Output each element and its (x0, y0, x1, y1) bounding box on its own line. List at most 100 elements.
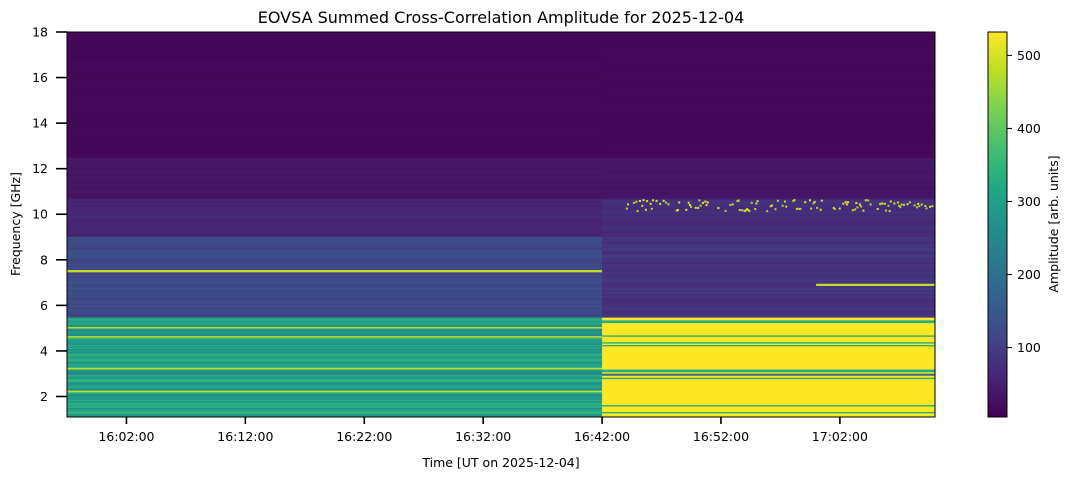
heatmap-row (67, 313, 603, 315)
heatmap-row (602, 356, 935, 359)
heatmap-row (67, 132, 603, 135)
heatmap-row (67, 302, 603, 304)
burst-point (862, 209, 865, 212)
heatmap-row (67, 221, 603, 224)
heatmap-row (67, 67, 603, 69)
rfi-line (67, 270, 603, 273)
heatmap-row (602, 186, 935, 188)
heatmap-row (67, 370, 603, 373)
heatmap-row (602, 43, 935, 46)
y-tick-label: 2 (40, 389, 48, 404)
burst-point (845, 203, 848, 206)
heatmap-row (67, 150, 603, 153)
heatmap-row (67, 32, 603, 35)
burst-point (785, 205, 788, 208)
heatmap-row (602, 395, 935, 397)
heatmap-row (602, 160, 935, 162)
burst-point (701, 201, 704, 204)
burst-point (925, 207, 928, 210)
burst-point (665, 201, 668, 204)
heatmap-row (602, 184, 935, 187)
rfi-line (602, 373, 935, 376)
heatmap-row (602, 410, 935, 412)
burst-point (860, 205, 863, 208)
burst-point (881, 202, 884, 205)
heatmap-row (67, 41, 603, 43)
heatmap-row (602, 236, 935, 239)
heatmap-row (602, 332, 935, 335)
heatmap-row (67, 373, 603, 376)
heatmap-row (602, 170, 935, 173)
burst-point (738, 208, 741, 211)
heatmap-row (602, 101, 935, 104)
heatmap-row (602, 161, 935, 164)
heatmap-row (602, 139, 935, 142)
heatmap-row (602, 274, 935, 277)
heatmap-row (602, 216, 935, 218)
heatmap-row (602, 292, 935, 295)
heatmap-row (67, 348, 603, 351)
heatmap-row (602, 95, 935, 98)
burst-point (685, 208, 688, 211)
heatmap-row (602, 190, 935, 192)
burst-point (644, 208, 647, 211)
burst-point (813, 200, 816, 203)
heatmap-row (67, 225, 603, 228)
heatmap-row (67, 166, 603, 169)
heatmap-row (602, 210, 935, 213)
heatmap-row (602, 298, 935, 300)
heatmap-row (67, 283, 603, 285)
heatmap-row (602, 119, 935, 121)
heatmap-row (67, 350, 603, 352)
heatmap-row (602, 246, 935, 248)
heatmap-row (602, 415, 935, 417)
heatmap-row (602, 61, 935, 64)
burst-point (717, 207, 720, 210)
burst-point (745, 208, 748, 211)
heatmap-row (67, 146, 603, 149)
heatmap-row (67, 242, 603, 244)
heatmap-row (67, 231, 603, 233)
burst-point (676, 208, 679, 211)
heatmap-row (602, 168, 935, 170)
heatmap-row (67, 259, 603, 262)
heatmap-row (602, 82, 935, 84)
heatmap-row (602, 386, 935, 389)
heatmap-row (67, 46, 603, 49)
heatmap-row (67, 276, 603, 278)
heatmap-row (67, 268, 603, 270)
heatmap-row (602, 341, 935, 344)
burst-point (842, 202, 845, 205)
heatmap-row (67, 227, 603, 229)
heatmap-row (602, 251, 935, 254)
heatmap-row (67, 381, 603, 384)
burst-point (924, 204, 927, 207)
heatmap-row (602, 237, 935, 240)
heatmap-row (602, 248, 935, 251)
heatmap-row (67, 82, 603, 84)
heatmap-row (67, 105, 603, 108)
heatmap-row (67, 356, 603, 359)
heatmap-row (67, 176, 603, 179)
heatmap-row (67, 261, 603, 263)
burst-point (920, 203, 923, 206)
heatmap-row (602, 242, 935, 244)
heatmap-row (602, 90, 935, 93)
heatmap-row (602, 382, 935, 385)
heatmap-row (602, 69, 935, 72)
heatmap-row (67, 90, 603, 93)
burst-point (652, 199, 655, 202)
heatmap-row (602, 76, 935, 79)
heatmap-row (67, 400, 603, 403)
heatmap-row (602, 362, 935, 365)
heatmap-row (67, 149, 603, 151)
heatmap-row (67, 314, 603, 317)
heatmap-row (67, 202, 603, 205)
heatmap-row (602, 401, 935, 404)
heatmap-row (67, 93, 603, 95)
heatmap-row (602, 407, 935, 410)
heatmap-row (602, 198, 935, 201)
heatmap-row (67, 344, 603, 347)
heatmap-row (67, 183, 603, 186)
heatmap-row (67, 209, 603, 212)
